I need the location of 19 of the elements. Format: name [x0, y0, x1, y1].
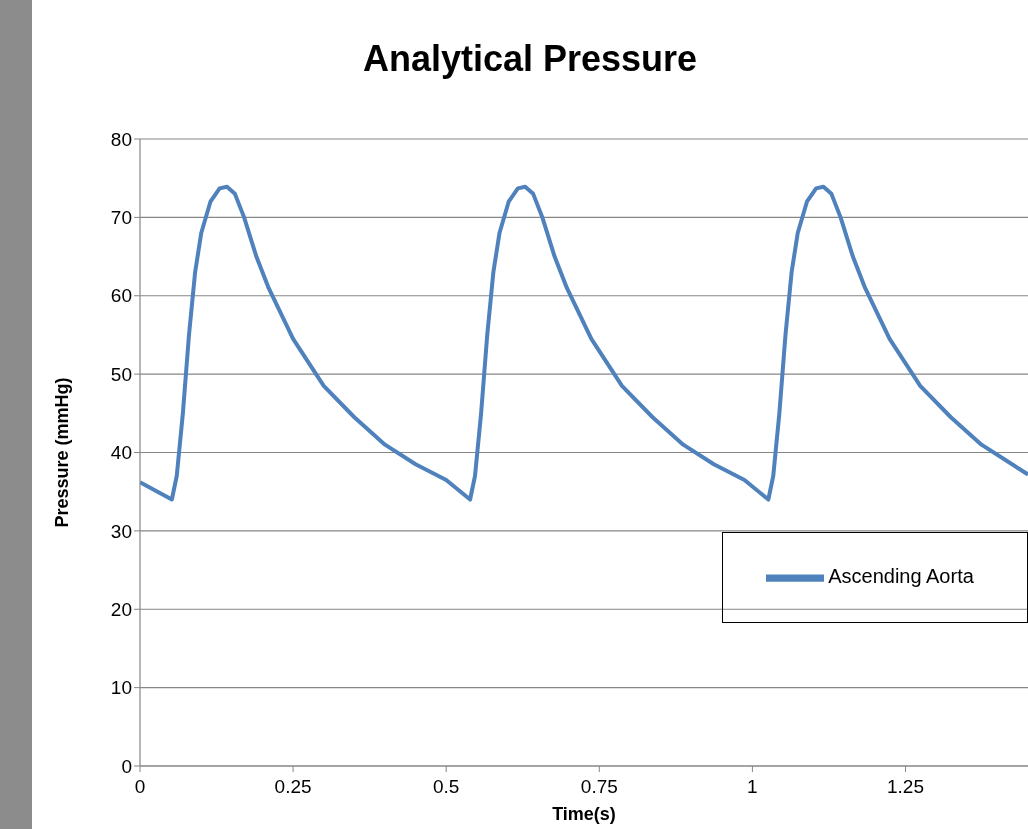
y-tick-label: 10	[110, 677, 132, 699]
x-tick-label: 1.25	[887, 776, 925, 798]
x-axis-title: Time(s)	[552, 804, 616, 824]
legend-label: Ascending Aorta	[828, 564, 974, 587]
x-tick-label: 0.5	[433, 776, 460, 798]
y-tick-label: 60	[110, 285, 132, 307]
y-tick-label: 40	[110, 442, 132, 464]
x-tick-label: 0	[134, 776, 146, 798]
y-axis-title: Pressure (mmHg)	[52, 377, 73, 528]
y-tick-label: 50	[110, 363, 132, 385]
chart-title: Analytical Pressure	[361, 38, 699, 80]
x-tick-label: 0.75	[580, 776, 618, 798]
y-tick-label: 30	[110, 520, 132, 542]
y-tick-label: 0	[121, 755, 132, 777]
x-tick-label: 0.25	[274, 776, 312, 798]
x-tick-label: 1	[747, 776, 758, 798]
y-tick-label: 20	[110, 598, 132, 620]
y-tick-label: 70	[110, 207, 132, 229]
y-tick-label: 80	[110, 128, 132, 150]
